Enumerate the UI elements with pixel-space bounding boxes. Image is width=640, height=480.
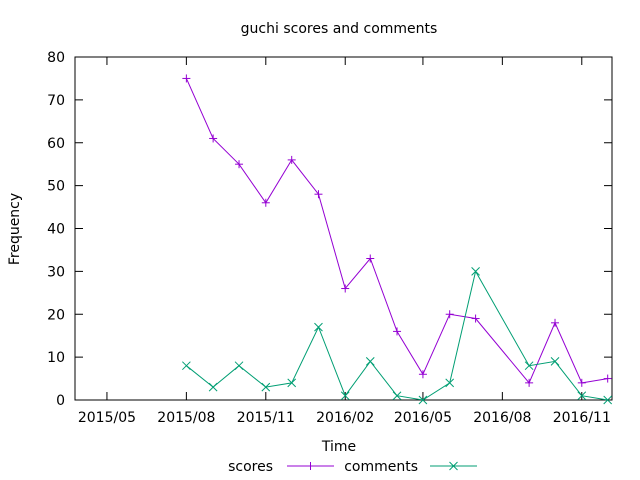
series-group	[182, 74, 613, 405]
data-point-scores	[603, 374, 612, 383]
axes: 0 10 20 30 40 50 60 70 80 2015/05 2015/08 2015/11 20…	[47, 50, 613, 426]
data-point-scores	[314, 190, 323, 199]
data-point-comments	[314, 322, 323, 332]
data-point-comments	[445, 378, 455, 388]
data-point-comments	[208, 382, 218, 392]
legend: scores comments	[228, 459, 477, 475]
x-tick-label: 2015/05	[78, 410, 136, 426]
data-point-comments	[418, 395, 428, 405]
data-point-scores	[471, 314, 480, 323]
data-point-comments	[365, 357, 375, 366]
y-tick-label: 50	[47, 179, 65, 195]
legend-marker-scores	[306, 462, 315, 470]
legend-marker-comments	[449, 461, 458, 471]
legend-label-comments: comments	[344, 459, 418, 475]
y-tick-label: 60	[47, 136, 65, 152]
data-point-comments	[524, 361, 534, 371]
y-tick-label: 70	[47, 93, 65, 109]
data-point-scores	[182, 74, 191, 83]
data-point-scores	[551, 318, 560, 327]
data-point-comments	[577, 391, 587, 401]
data-point-scores	[287, 155, 296, 164]
data-point-scores	[577, 378, 586, 387]
series-line-scores	[185, 78, 608, 384]
data-point-comments	[287, 378, 297, 388]
data-point-comments	[182, 361, 191, 371]
data-point-comments	[392, 391, 402, 401]
x-tick-label: 2016/11	[553, 410, 611, 426]
y-tick-label: 0	[56, 393, 65, 409]
x-tick-label: 2016/05	[394, 410, 452, 426]
data-point-comments	[234, 361, 244, 371]
series-line-comments	[186, 270, 608, 401]
x-tick-label: 2015/08	[157, 410, 215, 426]
data-point-comments	[261, 382, 271, 392]
data-point-comments	[340, 391, 350, 401]
data-point-scores	[525, 378, 534, 387]
y-tick-label: 20	[47, 307, 65, 323]
data-point-scores	[261, 198, 270, 207]
data-point-comments	[603, 395, 613, 405]
y-tick-label: 10	[47, 350, 65, 366]
y-tick-label: 80	[47, 50, 65, 66]
x-axis-label: Time	[321, 439, 356, 455]
y-tick-label: 30	[47, 264, 65, 280]
data-point-scores	[235, 160, 244, 169]
y-axis-label: Frequency	[7, 193, 23, 265]
legend-label-scores: scores	[228, 459, 273, 475]
data-point-scores	[341, 284, 350, 293]
data-point-scores	[209, 134, 218, 143]
chart-title: guchi scores and comments	[241, 21, 438, 37]
data-point-scores	[445, 310, 454, 319]
x-tick-label: 2016/08	[473, 410, 531, 426]
x-tick-label: 2015/11	[237, 410, 295, 426]
data-point-scores	[366, 254, 375, 263]
data-point-scores	[418, 370, 427, 379]
data-point-comments	[550, 357, 560, 366]
data-point-comments	[471, 267, 480, 276]
plot-border	[74, 56, 613, 401]
data-point-scores	[393, 327, 402, 336]
x-tick-label: 2016/02	[316, 410, 374, 426]
y-tick-label: 40	[47, 222, 65, 238]
